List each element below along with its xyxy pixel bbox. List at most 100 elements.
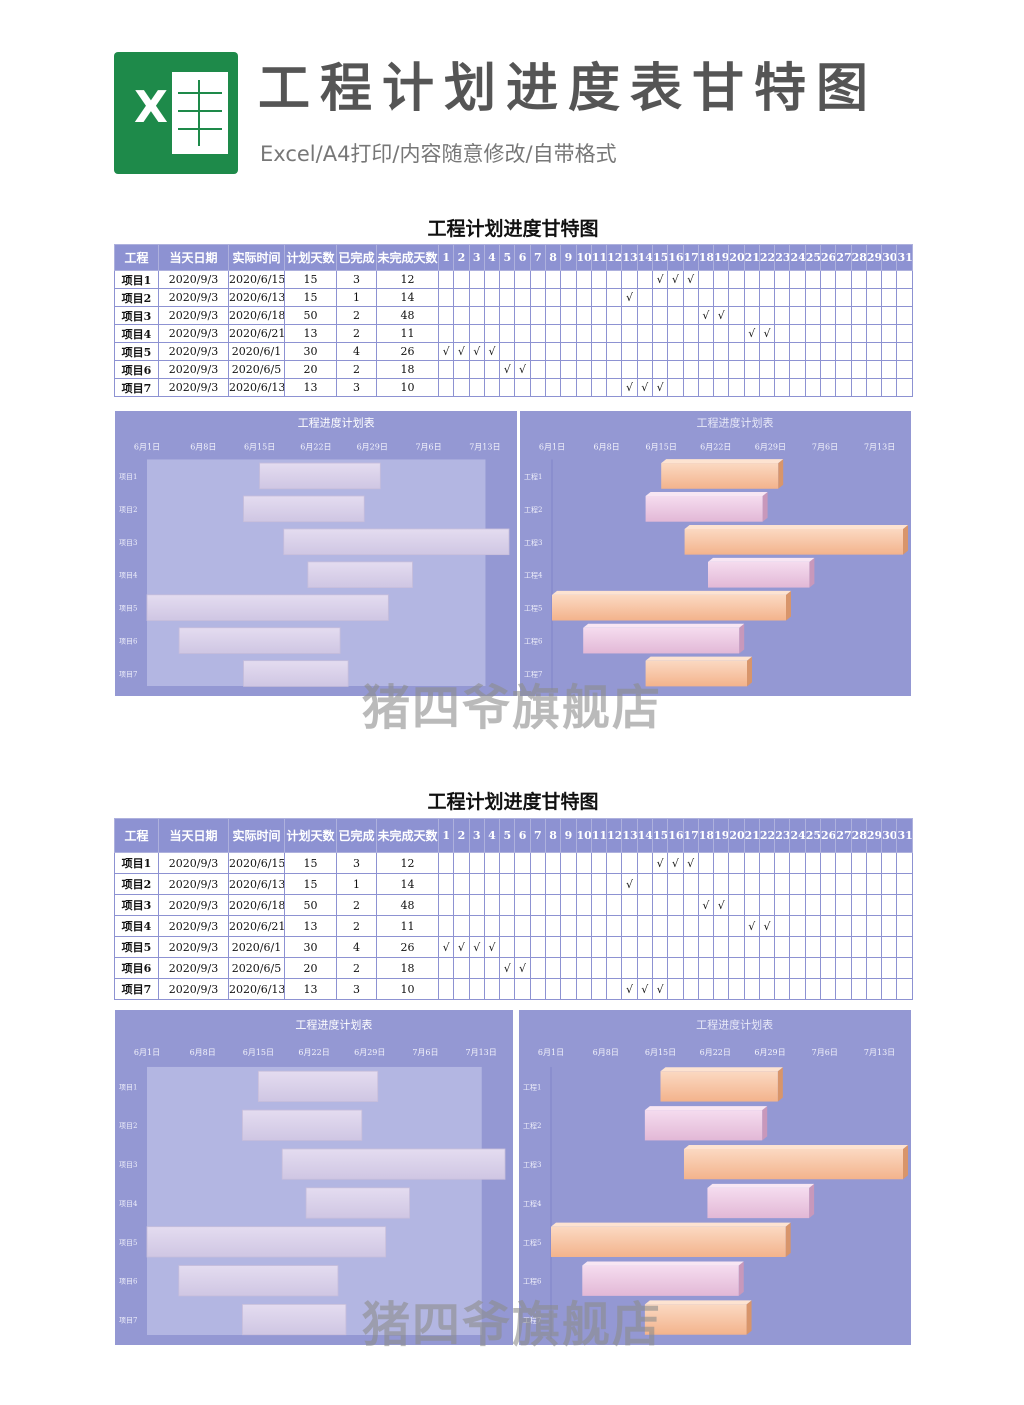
day-cell <box>483 894 501 916</box>
gantt-bar-top <box>683 1144 908 1149</box>
gantt-bar <box>243 660 349 687</box>
day-cell <box>865 378 883 397</box>
check-mark: √ <box>697 306 715 325</box>
day-column-header: 29 <box>865 244 883 271</box>
day-cell <box>514 915 531 937</box>
gantt-chart-svg: 工程进度计划表 6月1日 6月8日 6月15日 6月22日 6月29日 7月6日 7月13日工… <box>523 1017 908 1339</box>
column-header: 计划天数 <box>284 244 337 271</box>
check-mark: √ <box>621 978 638 1000</box>
day-cell <box>881 360 898 379</box>
chart-title: 工程进度计划表 <box>697 416 774 430</box>
day-cell <box>468 306 485 325</box>
day-cell <box>590 936 608 958</box>
cell-actual: 2020/6/13 <box>228 873 285 895</box>
cell-name: 项目1 <box>114 270 159 289</box>
day-cell <box>621 360 638 379</box>
day-column-header: 6 <box>514 244 531 271</box>
day-cell <box>468 270 485 289</box>
day-cell <box>437 306 455 325</box>
day-cell <box>743 978 760 1000</box>
category-label: 项目4 <box>119 572 138 580</box>
day-cell <box>743 852 760 874</box>
day-cell <box>499 873 516 895</box>
day-column-header: 27 <box>835 244 852 271</box>
day-cell <box>743 342 760 361</box>
day-cell <box>667 957 684 979</box>
gantt-bar <box>243 495 365 523</box>
day-cell <box>758 378 776 397</box>
day-cell <box>621 936 638 958</box>
table-row: 项目7 2020/9/3 2020/6/13 13 3 10 √ √ √ <box>114 978 913 1000</box>
day-cell <box>789 936 806 958</box>
day-cell <box>453 957 470 979</box>
cell-actual: 2020/6/1 <box>228 936 285 958</box>
gantt-chart-right: 工程进度计划表 6月1日 6月8日 6月15日 6月22日 6月29日 7月6日 7月13日工… <box>520 411 911 696</box>
check-mark: √ <box>713 306 730 325</box>
day-cell <box>483 288 501 307</box>
check-mark: √ <box>499 360 516 379</box>
x-tick-label: 7月6日 <box>812 442 838 451</box>
day-cell <box>697 288 715 307</box>
day-cell <box>468 978 485 1000</box>
day-cell <box>682 915 699 937</box>
day-cell <box>575 873 592 895</box>
cell-today: 2020/9/3 <box>158 957 229 979</box>
day-column-header: 16 <box>667 244 684 271</box>
day-column-header: 3 <box>468 818 485 853</box>
day-cell <box>804 288 822 307</box>
day-cell <box>560 342 577 361</box>
day-cell <box>865 270 883 289</box>
day-cell <box>820 324 837 343</box>
cell-actual: 2020/6/1 <box>228 342 285 361</box>
day-cell <box>835 342 852 361</box>
day-cell <box>743 957 760 979</box>
day-column-header: 11 <box>590 818 608 853</box>
day-cell <box>529 306 546 325</box>
column-header: 当天日期 <box>158 818 229 853</box>
cell-actual: 2020/6/13 <box>228 978 285 1000</box>
day-cell <box>896 270 913 289</box>
table-row: 项目4 2020/9/3 2020/6/21 13 2 11 √ √ <box>114 915 913 937</box>
day-cell <box>483 324 501 343</box>
day-cell <box>621 852 638 874</box>
check-mark: √ <box>713 894 730 916</box>
x-tick-label: 6月22日 <box>700 1048 731 1057</box>
day-cell <box>774 894 791 916</box>
day-cell <box>575 978 592 1000</box>
day-cell <box>820 915 837 937</box>
table-row: 项目6 2020/9/3 2020/6/5 20 2 18 √ √ <box>114 360 913 379</box>
day-column-header: 28 <box>850 244 867 271</box>
day-cell <box>804 360 822 379</box>
day-cell <box>606 957 623 979</box>
day-cell <box>774 360 791 379</box>
cell-done: 2 <box>336 360 377 379</box>
day-cell <box>529 894 546 916</box>
category-label: 项目2 <box>119 506 137 514</box>
cell-plan: 15 <box>284 852 337 874</box>
day-cell <box>544 360 562 379</box>
gantt-sheet-preview-2: 工程计划进度甘特图 工程 当天日期 实际时间 计划天数 已完成 未完成天数 1 2 3 4 5 6 7 8… <box>114 786 913 1000</box>
day-cell <box>606 873 623 895</box>
category-label: 工程4 <box>524 571 543 580</box>
day-cell <box>544 306 562 325</box>
day-column-header: 20 <box>728 818 745 853</box>
x-tick-label: 7月6日 <box>412 1048 438 1057</box>
day-cell <box>789 342 806 361</box>
check-mark: √ <box>514 957 531 979</box>
day-column-header: 25 <box>804 818 822 853</box>
day-cell <box>758 306 776 325</box>
gantt-bar-top <box>660 1067 783 1072</box>
check-mark: √ <box>514 360 531 379</box>
day-cell <box>590 852 608 874</box>
cell-plan: 50 <box>284 894 337 916</box>
day-cell <box>820 342 837 361</box>
day-column-header: 2 <box>453 818 470 853</box>
day-column-header: 21 <box>743 244 760 271</box>
day-cell <box>865 288 883 307</box>
day-cell <box>636 342 653 361</box>
day-cell <box>499 915 516 937</box>
day-cell <box>804 894 822 916</box>
day-cell <box>743 873 760 895</box>
day-cell <box>865 342 883 361</box>
day-cell <box>835 978 852 1000</box>
